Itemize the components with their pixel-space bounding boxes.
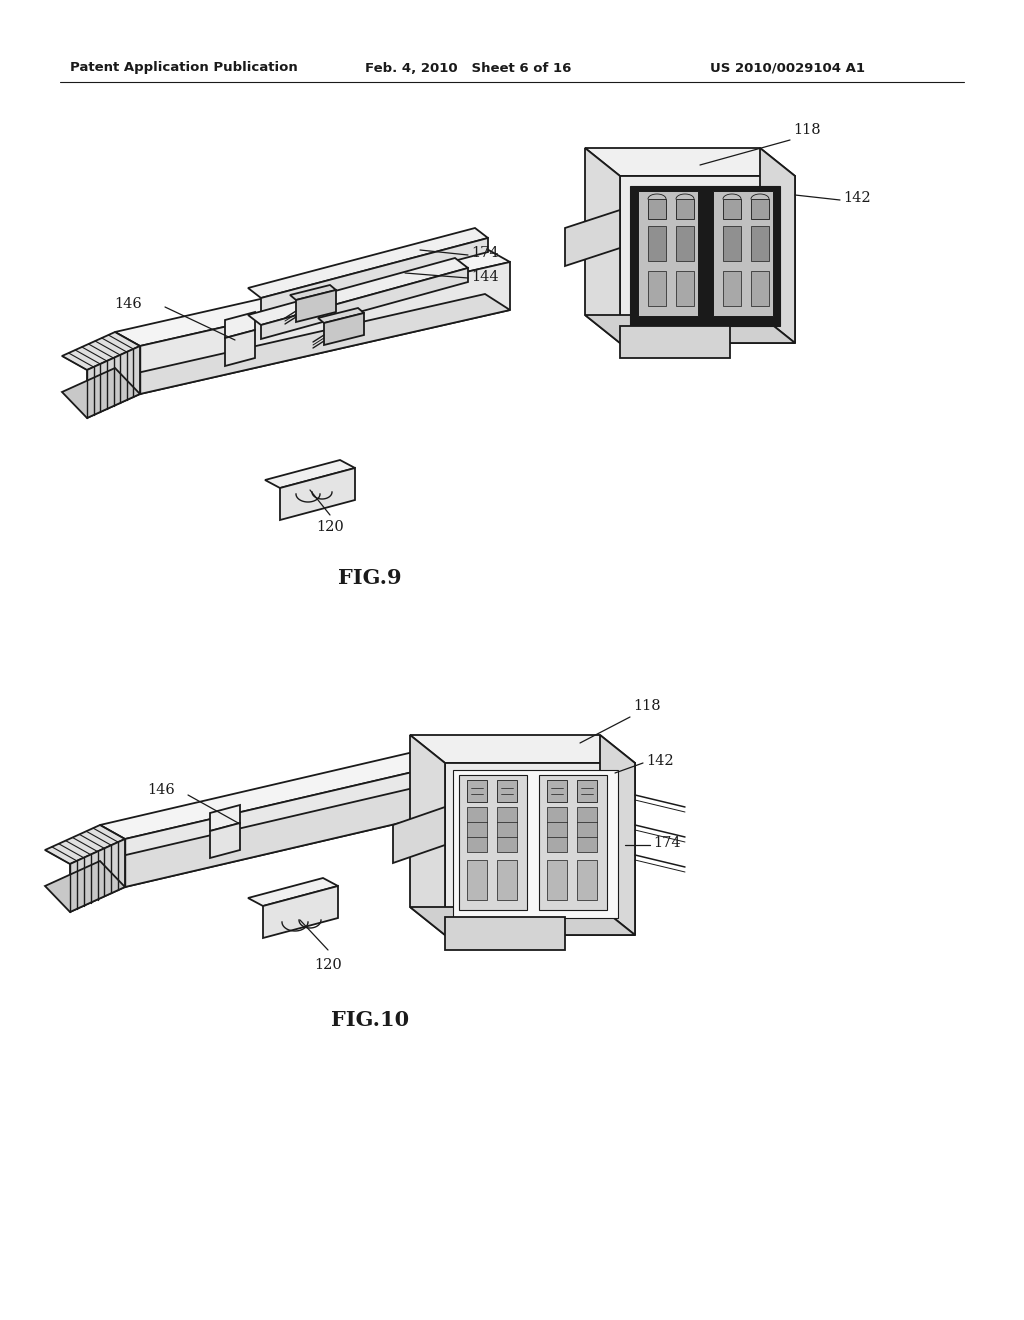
Polygon shape bbox=[261, 268, 468, 339]
Polygon shape bbox=[648, 271, 666, 306]
Polygon shape bbox=[676, 199, 694, 219]
Text: 146: 146 bbox=[147, 783, 175, 797]
Polygon shape bbox=[410, 907, 635, 935]
Polygon shape bbox=[676, 271, 694, 306]
Text: Patent Application Publication: Patent Application Publication bbox=[70, 62, 298, 74]
Text: 118: 118 bbox=[633, 700, 660, 713]
Polygon shape bbox=[585, 315, 795, 343]
Polygon shape bbox=[539, 775, 607, 909]
Polygon shape bbox=[140, 261, 510, 393]
Polygon shape bbox=[751, 199, 769, 219]
Polygon shape bbox=[459, 775, 527, 909]
Polygon shape bbox=[467, 780, 487, 803]
Polygon shape bbox=[585, 148, 795, 176]
Polygon shape bbox=[125, 754, 490, 887]
Text: 142: 142 bbox=[843, 191, 870, 205]
Polygon shape bbox=[577, 780, 597, 803]
Polygon shape bbox=[62, 333, 140, 370]
Text: FIG.10: FIG.10 bbox=[331, 1010, 409, 1030]
Polygon shape bbox=[547, 780, 567, 803]
Polygon shape bbox=[280, 469, 355, 520]
Polygon shape bbox=[45, 825, 125, 865]
Polygon shape bbox=[410, 735, 635, 763]
Text: US 2010/0029104 A1: US 2010/0029104 A1 bbox=[710, 62, 865, 74]
Polygon shape bbox=[648, 199, 666, 219]
Polygon shape bbox=[577, 861, 597, 900]
Polygon shape bbox=[100, 776, 490, 887]
Polygon shape bbox=[261, 238, 488, 312]
Polygon shape bbox=[324, 313, 364, 345]
Polygon shape bbox=[263, 886, 338, 939]
Polygon shape bbox=[290, 285, 336, 300]
Polygon shape bbox=[497, 861, 517, 900]
Polygon shape bbox=[265, 459, 355, 488]
Polygon shape bbox=[445, 763, 635, 935]
Polygon shape bbox=[467, 861, 487, 900]
Polygon shape bbox=[630, 186, 780, 326]
Polygon shape bbox=[210, 822, 240, 858]
Polygon shape bbox=[648, 226, 666, 261]
Polygon shape bbox=[620, 326, 730, 358]
Polygon shape bbox=[585, 148, 620, 343]
Polygon shape bbox=[248, 878, 338, 906]
Text: 146: 146 bbox=[115, 297, 142, 312]
Polygon shape bbox=[547, 861, 567, 900]
Text: 118: 118 bbox=[793, 123, 820, 137]
Polygon shape bbox=[751, 271, 769, 306]
Polygon shape bbox=[100, 741, 490, 840]
Polygon shape bbox=[248, 228, 488, 298]
Polygon shape bbox=[565, 210, 620, 267]
Polygon shape bbox=[676, 226, 694, 261]
Polygon shape bbox=[410, 735, 445, 935]
Text: 174: 174 bbox=[653, 836, 681, 850]
Polygon shape bbox=[210, 805, 240, 832]
Polygon shape bbox=[547, 807, 567, 851]
Text: FIG.9: FIG.9 bbox=[338, 568, 401, 587]
Polygon shape bbox=[225, 330, 255, 366]
Polygon shape bbox=[723, 226, 741, 261]
Polygon shape bbox=[393, 807, 445, 863]
Polygon shape bbox=[723, 199, 741, 219]
Polygon shape bbox=[45, 861, 125, 912]
Polygon shape bbox=[115, 294, 510, 393]
Polygon shape bbox=[70, 840, 125, 912]
Polygon shape bbox=[497, 807, 517, 851]
Text: 120: 120 bbox=[314, 958, 342, 972]
Polygon shape bbox=[713, 191, 773, 315]
Polygon shape bbox=[445, 917, 565, 950]
Polygon shape bbox=[751, 226, 769, 261]
Text: Feb. 4, 2010   Sheet 6 of 16: Feb. 4, 2010 Sheet 6 of 16 bbox=[365, 62, 571, 74]
Polygon shape bbox=[620, 176, 795, 343]
Text: 142: 142 bbox=[646, 754, 674, 768]
Polygon shape bbox=[296, 290, 336, 322]
Polygon shape bbox=[577, 807, 597, 851]
Polygon shape bbox=[600, 735, 635, 935]
Polygon shape bbox=[62, 368, 140, 418]
Polygon shape bbox=[453, 770, 618, 917]
Polygon shape bbox=[467, 807, 487, 851]
Polygon shape bbox=[497, 780, 517, 803]
Polygon shape bbox=[225, 312, 255, 338]
Polygon shape bbox=[760, 148, 795, 343]
Text: 144: 144 bbox=[471, 271, 499, 284]
Text: 174: 174 bbox=[471, 246, 499, 260]
Polygon shape bbox=[248, 257, 468, 325]
Polygon shape bbox=[87, 346, 140, 418]
Polygon shape bbox=[638, 191, 698, 315]
Polygon shape bbox=[723, 271, 741, 306]
Text: 120: 120 bbox=[316, 520, 344, 535]
Polygon shape bbox=[115, 248, 510, 346]
Polygon shape bbox=[318, 308, 364, 323]
